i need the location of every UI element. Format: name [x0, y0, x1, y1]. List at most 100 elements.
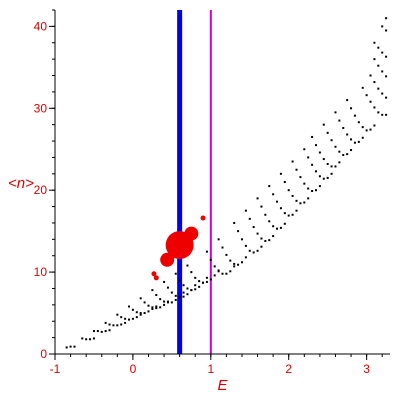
data-point	[135, 316, 138, 319]
data-point	[73, 345, 76, 348]
data-point	[338, 119, 341, 122]
data-point	[361, 126, 364, 129]
data-point	[385, 55, 388, 58]
data-point	[330, 165, 333, 168]
data-point	[194, 276, 197, 279]
data-point	[205, 280, 208, 283]
data-point	[272, 235, 275, 238]
data-point	[381, 113, 384, 116]
data-point	[233, 265, 236, 268]
data-point	[283, 222, 286, 225]
data-point	[240, 238, 243, 241]
data-point	[233, 262, 236, 265]
data-point	[108, 329, 111, 332]
data-point	[311, 190, 314, 193]
data-point	[373, 81, 376, 84]
data-point	[295, 209, 298, 212]
data-point	[120, 316, 123, 319]
data-point	[330, 139, 333, 142]
highlight-point	[153, 275, 159, 281]
data-point	[303, 148, 306, 151]
data-point	[205, 250, 208, 253]
data-point	[299, 202, 302, 205]
data-point	[186, 293, 189, 296]
data-point	[147, 310, 150, 313]
vertical-markers	[177, 10, 212, 354]
data-point	[338, 161, 341, 164]
x-axis-title: E	[218, 377, 229, 394]
data-point	[369, 100, 372, 103]
data-point	[159, 298, 162, 301]
data-point	[151, 306, 154, 309]
data-point	[252, 226, 255, 229]
data-point	[182, 291, 185, 294]
data-point	[373, 41, 376, 44]
data-point	[194, 288, 197, 291]
data-point	[283, 212, 286, 215]
data-point	[353, 114, 356, 117]
data-point	[65, 346, 68, 349]
data-point	[377, 64, 380, 67]
data-point	[108, 323, 111, 326]
data-point	[166, 286, 169, 289]
data-point	[248, 249, 251, 252]
data-point	[287, 189, 290, 192]
data-point	[346, 133, 349, 136]
data-point	[268, 239, 271, 242]
y-tick-label: 10	[34, 265, 48, 279]
data-point	[279, 172, 282, 175]
data-point	[128, 318, 131, 321]
data-point	[276, 200, 279, 203]
data-point	[147, 304, 150, 307]
data-point	[283, 181, 286, 183]
data-point	[342, 126, 345, 129]
data-point	[334, 145, 337, 148]
data-point	[385, 96, 388, 99]
highlight-point	[151, 271, 157, 277]
data-point	[279, 226, 282, 229]
data-point	[128, 305, 131, 308]
data-point	[240, 261, 243, 264]
data-point	[307, 197, 310, 200]
data-point	[198, 280, 201, 283]
data-point	[229, 270, 232, 273]
data-point	[373, 58, 376, 61]
data-point	[314, 170, 317, 173]
data-point	[365, 129, 368, 132]
data-point	[381, 51, 384, 54]
data-point	[139, 313, 142, 316]
data-point	[182, 284, 185, 287]
data-point	[299, 176, 302, 179]
data-point	[186, 264, 189, 267]
data-point	[385, 113, 388, 116]
data-point	[377, 111, 380, 114]
y-tick-label: 40	[34, 19, 48, 33]
data-point	[322, 177, 325, 180]
data-point	[381, 70, 384, 73]
y-tick-label: 20	[34, 183, 48, 197]
data-point	[311, 163, 314, 166]
data-point	[163, 300, 166, 303]
data-point	[96, 330, 99, 333]
x-tick-label: 0	[130, 362, 137, 376]
data-point	[350, 149, 353, 152]
data-point	[202, 281, 205, 284]
data-point	[217, 238, 220, 241]
data-point	[104, 321, 107, 324]
data-point	[260, 245, 263, 248]
data-point	[385, 17, 388, 20]
data-point	[326, 162, 329, 165]
data-point	[244, 244, 247, 247]
data-point	[314, 189, 317, 192]
data-point	[178, 279, 181, 282]
data-point	[291, 213, 294, 216]
data-point	[221, 246, 224, 249]
data-point	[291, 160, 294, 163]
data-point	[334, 165, 337, 168]
data-point	[256, 232, 259, 235]
data-point	[330, 172, 333, 175]
data-point	[233, 221, 236, 224]
data-point	[209, 278, 212, 281]
